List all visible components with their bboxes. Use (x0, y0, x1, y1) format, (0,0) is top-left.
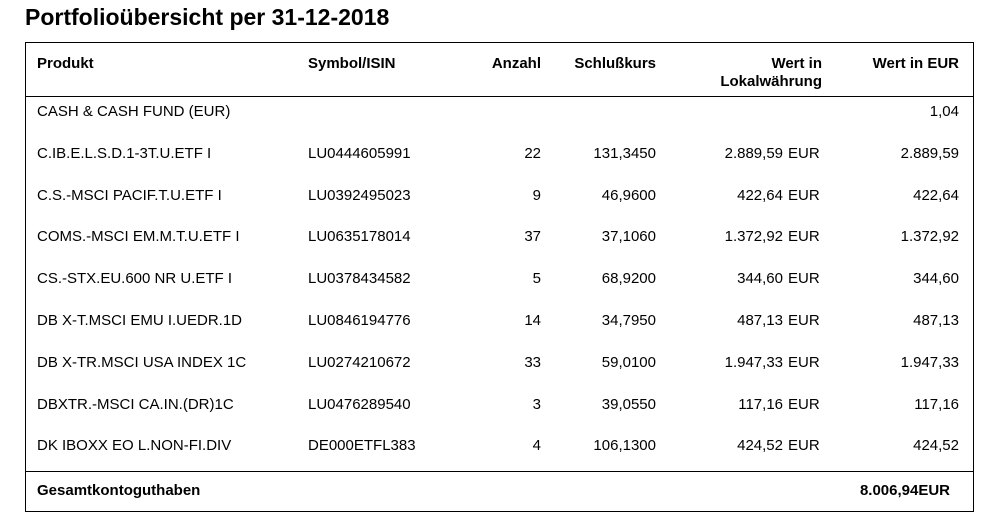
value-eur-cell: 1.372,92 (900, 228, 959, 246)
price-cell: 68,9200 (601, 270, 656, 288)
quantity-cell: 37 (524, 228, 541, 246)
local-currency-cell: EUR (788, 312, 820, 329)
quantity-cell: 33 (524, 353, 541, 371)
quantity-cell: 5 (532, 270, 541, 288)
value-eur-cell: 487,13 (913, 312, 959, 329)
local-value-cell: 2.889,59 (724, 144, 783, 162)
column-header: Schlußkurs (574, 55, 656, 72)
footer-total: 8.006,94EUR (859, 482, 950, 499)
symbol-cell: LU0392495023 (308, 186, 411, 204)
product-cell: DBXTR.-MSCI CA.IN.(DR)1C (37, 395, 234, 413)
header-separator (26, 96, 973, 97)
price-cell: 131,3450 (593, 144, 656, 162)
symbol-cell: LU0846194776 (308, 312, 411, 329)
local-value-cell: 1.947,33 (724, 353, 783, 371)
local-value-cell: 424,52 (737, 437, 783, 455)
local-value-cell: 344,60 (737, 270, 783, 288)
price-cell: 39,0550 (601, 395, 656, 413)
column-header: Wert in EUR (872, 55, 959, 72)
product-cell: CASH & CASH FUND (EUR) (37, 103, 231, 120)
price-cell: 37,1060 (601, 228, 656, 246)
price-cell: 46,9600 (601, 186, 656, 204)
local-currency-cell: EUR (788, 395, 820, 413)
column-header: Anzahl (491, 55, 541, 72)
product-cell: C.S.-MSCI PACIF.T.U.ETF I (37, 186, 222, 204)
column-header: Wert in Lokalwährung (720, 55, 822, 90)
value-eur-cell: 1.947,33 (900, 353, 959, 371)
page-title: Portfolioübersicht per 31-12-2018 (25, 4, 390, 30)
product-cell: CS.-STX.EU.600 NR U.ETF I (37, 270, 233, 288)
value-eur-cell: 1,04 (929, 103, 959, 120)
local-currency-cell: EUR (788, 437, 820, 455)
local-currency-cell: EUR (788, 186, 820, 204)
symbol-cell: DE000ETFL383 (308, 437, 416, 455)
value-eur-cell: 2.889,59 (900, 144, 959, 162)
product-cell: DB X-TR.MSCI USA INDEX 1C (37, 353, 247, 371)
local-currency-cell: EUR (788, 144, 820, 162)
symbol-cell: LU0274210672 (308, 353, 411, 371)
value-eur-cell: 422,64 (913, 186, 959, 204)
quantity-cell: 9 (532, 186, 541, 204)
column-header: Produkt (37, 55, 94, 72)
value-eur-cell: 424,52 (913, 437, 959, 455)
value-eur-cell: 117,16 (914, 395, 959, 413)
price-cell: 34,7950 (601, 312, 656, 329)
symbol-cell: LU0476289540 (308, 395, 411, 413)
local-value-cell: 1.372,92 (724, 228, 783, 246)
symbol-cell: LU0635178014 (308, 228, 411, 246)
quantity-cell: 22 (524, 144, 541, 162)
local-value-cell: 487,13 (737, 312, 783, 329)
price-cell: 106,1300 (593, 437, 656, 455)
column-header: Symbol/ISIN (308, 55, 396, 72)
footer-separator (26, 471, 973, 472)
local-currency-cell: EUR (788, 270, 820, 288)
quantity-cell: 4 (532, 437, 541, 455)
price-cell: 59,0100 (601, 353, 656, 371)
product-cell: DK IBOXX EO L.NON-FI.DIV (37, 437, 232, 455)
footer-label: Gesamtkontoguthaben (37, 482, 201, 499)
local-value-cell: 422,64 (737, 186, 783, 204)
product-cell: COMS.-MSCI EM.M.T.U.ETF I (37, 228, 240, 246)
product-cell: C.IB.E.L.S.D.1-3T.U.ETF I (37, 144, 212, 162)
symbol-cell: LU0444605991 (308, 144, 411, 162)
local-currency-cell: EUR (788, 353, 820, 371)
quantity-cell: 14 (524, 312, 541, 329)
local-currency-cell: EUR (788, 228, 820, 246)
symbol-cell: LU0378434582 (308, 270, 411, 288)
quantity-cell: 3 (532, 395, 541, 413)
product-cell: DB X-T.MSCI EMU I.UEDR.1D (37, 312, 243, 329)
local-value-cell: 117,16 (738, 395, 783, 413)
value-eur-cell: 344,60 (913, 270, 959, 288)
portfolio-table: Produkt Symbol/ISIN Anzahl Schlußkurs Wert i… (25, 42, 974, 512)
